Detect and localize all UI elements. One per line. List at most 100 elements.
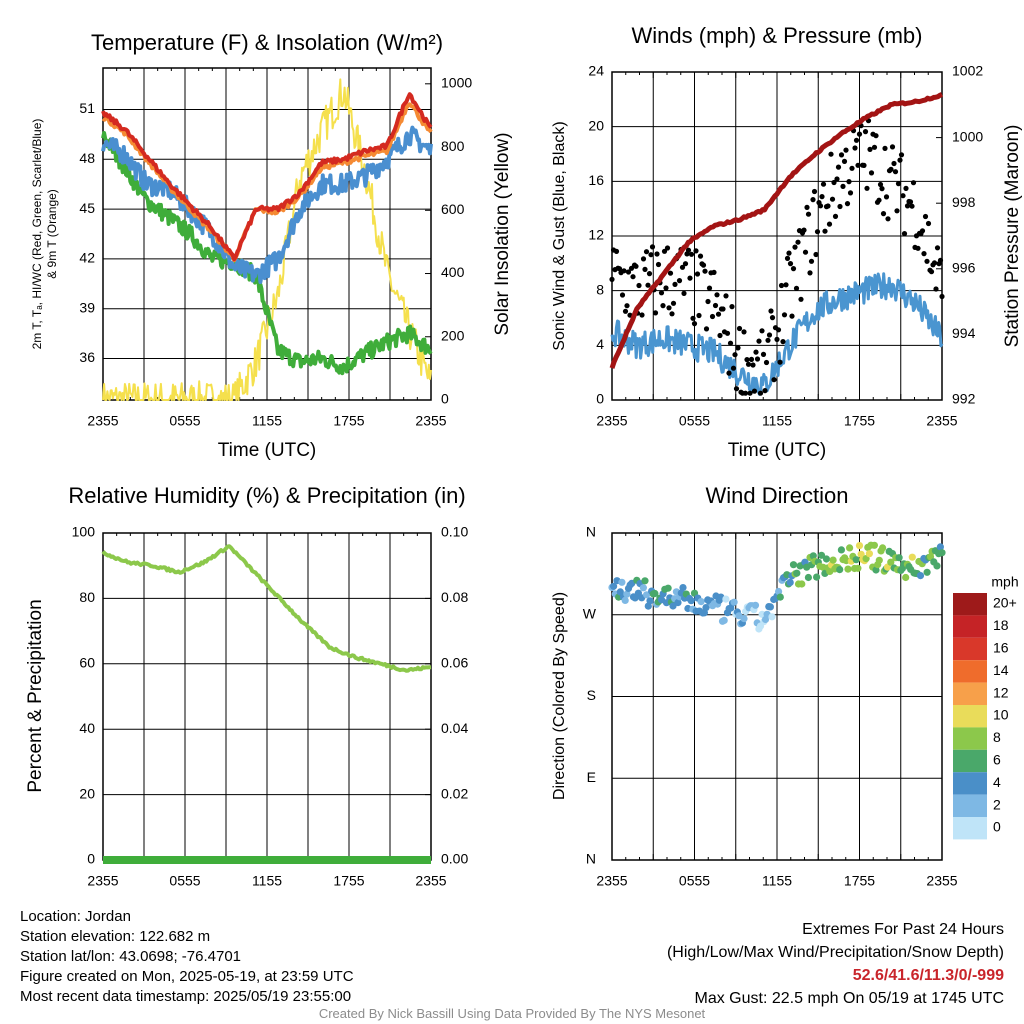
gust-point	[700, 262, 707, 268]
legend-swatch	[953, 660, 987, 683]
direction-point	[610, 582, 618, 590]
wind-y2tick-label: 992	[952, 391, 976, 407]
direction-point	[776, 593, 784, 601]
dir-ytick-label: N	[586, 851, 596, 867]
dir-xtick-label: 2355	[596, 873, 627, 889]
direction-point	[837, 546, 846, 554]
temp-ytick-label: 51	[79, 100, 95, 116]
direction-point	[817, 551, 826, 559]
wind-ytick-label: 4	[596, 336, 604, 352]
direction-point	[643, 591, 651, 599]
dir-ytick-label: N	[586, 524, 596, 540]
temp-title: Temperature (F) & Insolation (W/m²)	[91, 30, 443, 55]
direction-point	[875, 556, 883, 564]
direction-point	[641, 577, 649, 585]
gust-point	[904, 203, 911, 209]
direction-point	[895, 554, 903, 562]
gust-point	[783, 282, 789, 288]
temp-xtick-label: 2355	[415, 413, 446, 429]
wind-y2tick-label: 998	[952, 194, 976, 210]
legend-label: 4	[993, 774, 1001, 790]
direction-point	[804, 573, 813, 582]
gust-point	[784, 255, 791, 261]
gust-point	[658, 290, 665, 296]
gust-point	[939, 293, 945, 300]
gust-point	[666, 305, 672, 311]
rh-y2tick-label: 0.04	[441, 720, 468, 736]
direction-point	[852, 556, 860, 564]
wind-ytick-label: 8	[596, 281, 604, 297]
direction-point	[865, 550, 874, 558]
gust-point	[789, 313, 795, 319]
gust-point	[937, 257, 944, 263]
wind-xtick-label: 2355	[926, 413, 957, 429]
direction-point	[829, 556, 837, 564]
gust-point	[882, 145, 888, 151]
dir-ytick-label: E	[587, 769, 596, 785]
legend-swatch	[953, 817, 987, 840]
legend-swatch	[953, 615, 987, 638]
rh-ytick-label: 20	[79, 785, 95, 801]
direction-point	[936, 543, 945, 551]
rh-y2tick-label: 0.10	[441, 524, 468, 540]
gust-point	[919, 228, 926, 234]
temp-xtick-label: 0555	[169, 413, 200, 429]
direction-point	[813, 573, 821, 581]
station-info: Location: Jordan Station elevation: 122.…	[20, 907, 354, 1007]
gust-point	[745, 361, 752, 367]
gust-point	[787, 261, 794, 267]
direction-point	[793, 569, 801, 577]
gust-point	[876, 197, 882, 203]
gust-point	[766, 332, 773, 338]
wind-y2tick-label: 1000	[952, 128, 983, 144]
legend-label: 18	[993, 617, 1009, 633]
gust-point	[813, 251, 819, 258]
gust-point	[702, 268, 708, 274]
gust-point	[726, 370, 732, 376]
gust-point	[828, 151, 834, 157]
wind-ytick-label: 24	[588, 63, 604, 79]
gust-point	[849, 165, 855, 171]
gust-point	[775, 327, 782, 333]
gust-point	[855, 162, 861, 168]
elevation-text: Station elevation: 122.682 m	[20, 928, 211, 945]
gust-point	[820, 181, 827, 187]
gust-point	[645, 282, 651, 288]
gust-point	[892, 169, 899, 175]
gust-point	[831, 179, 837, 186]
wind-xtick-label: 2355	[596, 413, 627, 429]
rh-y2tick-label: 0.06	[441, 655, 468, 671]
gust-point	[681, 290, 687, 296]
gust-point	[667, 270, 674, 276]
temp-ylabel-1: 2m T, Tₐ, HI/WC (Red, Green, Scarlet/Blu…	[30, 119, 44, 350]
gust-point	[730, 365, 737, 371]
gust-point	[757, 390, 764, 396]
direction-point	[639, 584, 648, 592]
gust-point	[609, 276, 615, 282]
direction-point	[844, 565, 852, 573]
gust-point	[642, 266, 648, 272]
direction-point	[872, 566, 880, 574]
gust-point	[838, 152, 845, 158]
gust-point	[853, 137, 860, 143]
gust-point	[907, 199, 914, 205]
wind-y2tick-label: 996	[952, 260, 976, 276]
recent-text: Most recent data timestamp: 2025/05/19 2…	[20, 988, 352, 1005]
dir-xtick-label: 0555	[679, 873, 710, 889]
gust-point	[897, 157, 903, 163]
gust-point	[723, 293, 729, 299]
direction-point	[938, 549, 946, 557]
direction-point	[618, 578, 626, 586]
gust-point	[687, 275, 693, 281]
gust-point	[861, 162, 867, 168]
gust-point	[685, 247, 692, 253]
gust-point	[750, 362, 756, 368]
extremes-values: 52.6/41.6/11.3/0/-999	[852, 967, 1004, 984]
direction-point	[766, 603, 775, 611]
legend-label: 2	[993, 796, 1001, 812]
gust-point	[688, 251, 695, 257]
rh-y2tick-label: 0.02	[441, 785, 468, 801]
latlon-text: Station lat/lon: 43.0698; -76.4701	[20, 948, 242, 965]
gust-point	[933, 286, 939, 292]
